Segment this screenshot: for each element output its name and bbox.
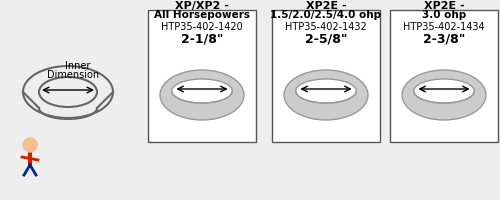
Bar <box>148 10 256 142</box>
Text: XP2E -: XP2E - <box>424 1 465 11</box>
Bar <box>272 10 380 142</box>
Text: Inner: Inner <box>66 61 90 71</box>
Text: HTP35-402-1432: HTP35-402-1432 <box>285 22 367 32</box>
Text: 2-3/8": 2-3/8" <box>423 33 465 46</box>
Ellipse shape <box>284 70 368 120</box>
Bar <box>390 10 498 142</box>
Text: Dimension: Dimension <box>47 70 99 80</box>
Text: All Horsepowers: All Horsepowers <box>154 10 250 20</box>
Ellipse shape <box>160 70 244 120</box>
Text: XP/XP2 -: XP/XP2 - <box>175 1 229 11</box>
Text: 2-5/8": 2-5/8" <box>305 33 347 46</box>
Circle shape <box>23 138 37 152</box>
Text: HTP35-402-1420: HTP35-402-1420 <box>161 22 243 32</box>
Text: 2-1/8": 2-1/8" <box>181 33 223 46</box>
Ellipse shape <box>172 79 232 103</box>
Text: 1.5/2.0/2.5/4.0 ohp: 1.5/2.0/2.5/4.0 ohp <box>270 10 382 20</box>
Ellipse shape <box>414 79 474 103</box>
Text: HTP35-402-1434: HTP35-402-1434 <box>403 22 485 32</box>
Ellipse shape <box>402 70 486 120</box>
Text: 3.0 ohp: 3.0 ohp <box>422 10 466 20</box>
Ellipse shape <box>296 79 356 103</box>
Text: XP2E -: XP2E - <box>306 1 346 11</box>
